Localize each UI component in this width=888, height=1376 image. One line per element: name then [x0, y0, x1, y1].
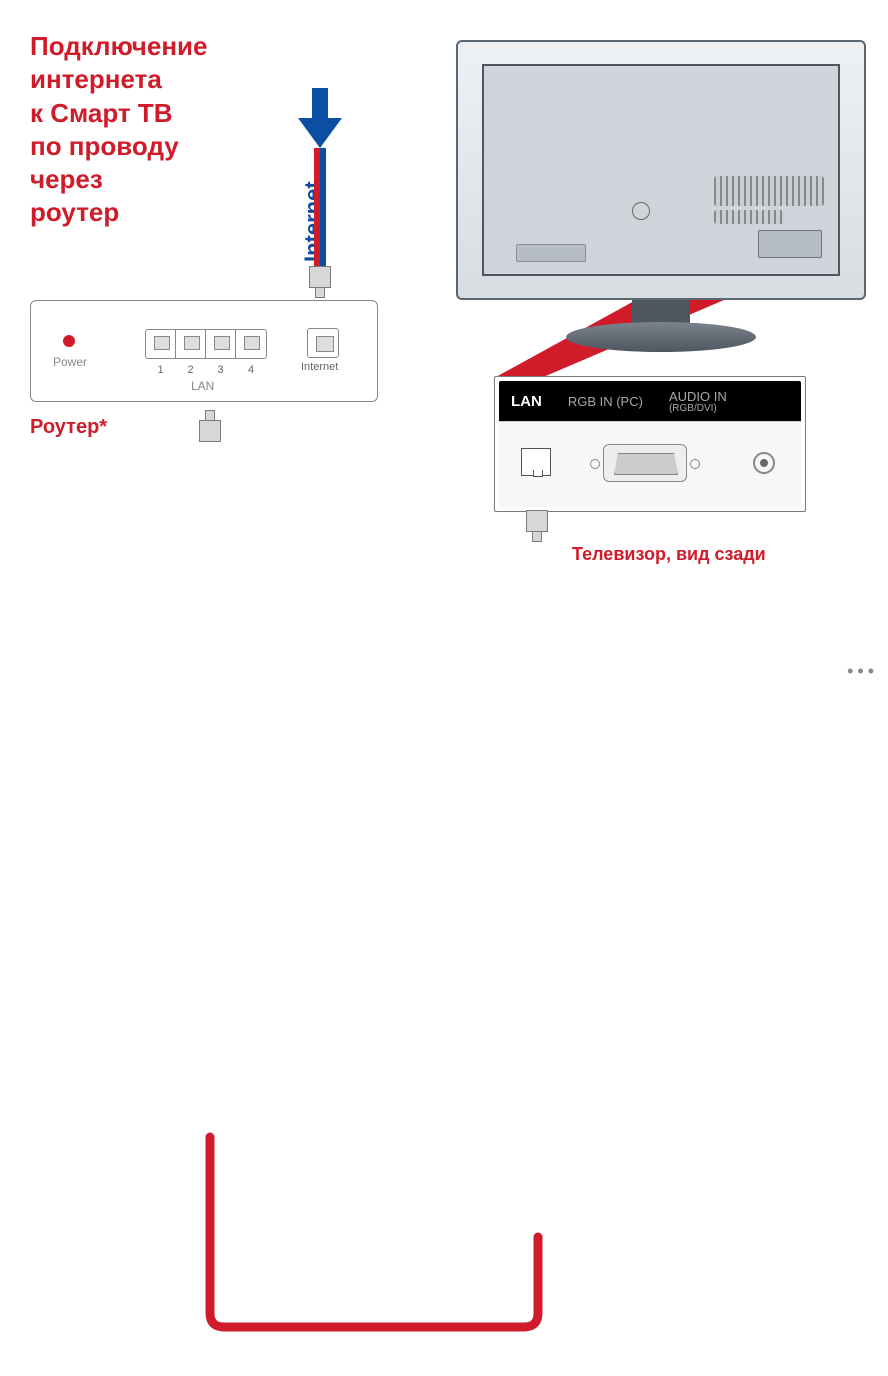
title-line: интернета [30, 64, 162, 94]
vga-port-icon [603, 444, 687, 482]
lan-port: 2 [176, 330, 206, 358]
audio-port-label: AUDIO IN (RGB/DVI) [669, 389, 727, 414]
tv-port-area [758, 230, 822, 258]
router: Power 1 2 3 4 LAN Internet [30, 300, 378, 402]
title-line: роутер [30, 197, 119, 227]
title-line: к Смарт ТВ [30, 98, 173, 128]
rgb-port-label: RGB IN (PC) [568, 394, 643, 409]
lan-port: 3 [206, 330, 236, 358]
tv-ports-body [499, 421, 801, 507]
tv-vents [714, 210, 784, 224]
title-line: по проводу [30, 131, 179, 161]
lan-port: 1 [146, 330, 176, 358]
diagram-title: Подключение интернета к Смарт ТВ по пров… [30, 30, 208, 230]
lan-port-label: LAN [511, 393, 542, 410]
tv-ports-zoom: LAN RGB IN (PC) AUDIO IN (RGB/DVI) [494, 376, 806, 512]
tv-rear-view [456, 30, 866, 370]
title-line: Подключение [30, 31, 208, 61]
power-label: Power [53, 355, 87, 369]
tv-label-plate [516, 244, 586, 262]
lan-label: LAN [191, 379, 214, 393]
internet-port-label: Internet [301, 361, 338, 373]
tv-vents [714, 176, 824, 206]
rj45-connector-icon [307, 266, 333, 300]
internet-arrow-icon [298, 88, 342, 148]
internet-port [307, 328, 339, 358]
audio-jack-icon [753, 452, 775, 474]
ellipsis-icon: ••• [847, 661, 878, 682]
rj45-connector-icon [524, 510, 550, 544]
router-caption: Роутер* [30, 416, 107, 439]
tv-button [632, 202, 650, 220]
lan-port: 4 [236, 330, 266, 358]
lan-jack-icon [521, 448, 551, 476]
internet-cable [314, 148, 326, 268]
rj45-connector-icon [197, 410, 223, 444]
tv-stand-base [566, 322, 756, 352]
tv-ports-header: LAN RGB IN (PC) AUDIO IN (RGB/DVI) [499, 381, 801, 421]
power-led-icon [63, 335, 75, 347]
lan-cable [0, 693, 888, 1376]
lan-ports: 1 2 3 4 [145, 329, 267, 359]
tv-caption: Телевизор, вид сзади [572, 544, 766, 565]
title-line: через [30, 164, 103, 194]
